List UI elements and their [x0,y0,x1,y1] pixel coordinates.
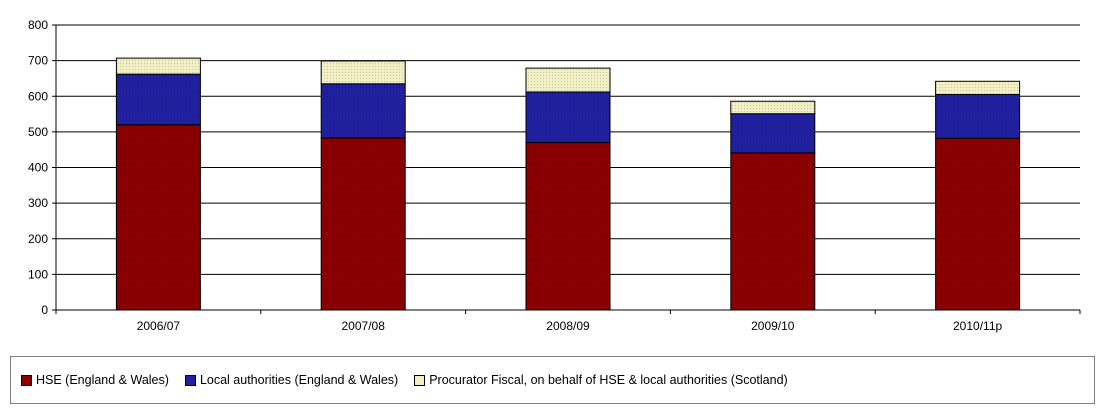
bar-texture-local-authorities-2009-10 [730,113,815,153]
legend-swatch-local-authorities [184,374,196,386]
bar-texture-local-authorities-2008-09 [526,91,610,143]
y-tick-label-400: 400 [28,161,48,175]
x-tick-label-2010-11p: 2010/11p [953,319,1002,333]
axes [52,24,1081,314]
bar-texture-hse-2006-07 [116,124,201,310]
bar-texture-procurator-fiscal-2007-08 [321,60,406,84]
x-tick-label-2007-08: 2007/08 [342,319,386,333]
bar-texture-hse-2010-11p [935,138,1020,310]
legend-item-local-authorities: Local authorities (England & Wales) [184,373,399,387]
bar-texture-procurator-fiscal-2009-10 [730,101,815,114]
bar-texture-hse-2009-10 [730,152,815,310]
bar-texture-local-authorities-2010-11p [935,94,1020,139]
bars [115,57,1021,311]
y-tick-label-700: 700 [28,54,48,68]
y-tick-label-0: 0 [41,303,48,317]
legend-label-procurator-fiscal: Procurator Fiscal, on behalf of HSE & lo… [429,373,788,387]
y-tick-label-100: 100 [28,267,48,281]
x-tick-label-2009-10: 2009/10 [751,319,795,333]
legend-label-local-authorities: Local authorities (England & Wales) [199,373,399,387]
stacked-bar-chart: 0 100 200 300 400 500 600 700 800 2006/07 2007/08… [28,18,1081,333]
bar-texture-hse-2008-09 [526,142,610,310]
bar-texture-hse-2007-08 [321,137,406,310]
x-tick-labels: 2006/07 2007/08 2008/09 2009/10 2010/11p [137,319,1003,333]
bar-texture-procurator-fiscal-2006-07 [116,58,201,75]
bar-texture-local-authorities-2007-08 [321,83,406,138]
legend: HSE (England & Wales) Local authorities … [10,356,1095,404]
legend-item-procurator-fiscal: Procurator Fiscal, on behalf of HSE & lo… [414,373,788,387]
bar-texture-local-authorities-2006-07 [116,74,201,125]
y-tick-label-600: 600 [28,89,48,103]
bar-texture-procurator-fiscal-2008-09 [526,68,610,92]
bar-texture-procurator-fiscal-2010-11p [935,81,1020,95]
y-tick-label-300: 300 [28,196,48,210]
legend-swatch-hse [21,374,32,386]
legend-label-hse: HSE (England & Wales) [36,373,169,387]
legend-item-hse: HSE (England & Wales) [21,373,169,387]
y-tick-label-500: 500 [28,125,48,139]
x-tick-label-2006-07: 2006/07 [137,319,181,333]
y-tick-labels: 0 100 200 300 400 500 600 700 800 [28,18,48,317]
legend-swatch-procurator-fiscal [414,374,426,386]
y-tick-label-800: 800 [28,18,48,32]
x-tick-label-2008-09: 2008/09 [546,319,590,333]
y-tick-label-200: 200 [28,232,48,246]
